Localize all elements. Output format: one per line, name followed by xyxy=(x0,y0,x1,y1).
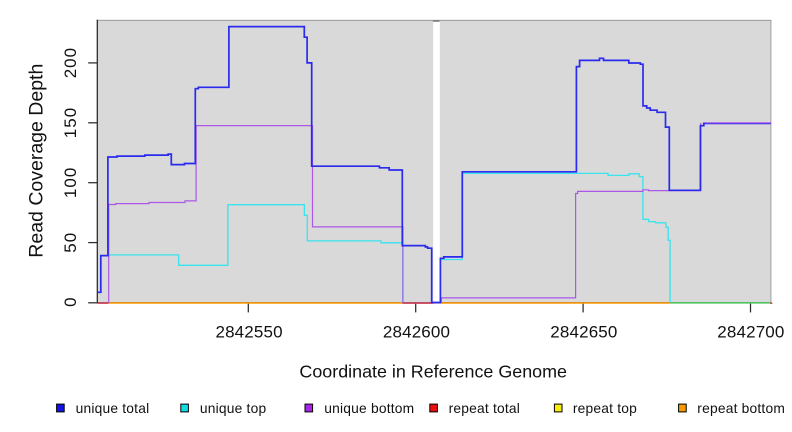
svg-text:unique top: unique top xyxy=(200,401,267,416)
svg-text:unique total: unique total xyxy=(76,401,150,416)
svg-text:2842600: 2842600 xyxy=(383,323,450,342)
svg-text:repeat bottom: repeat bottom xyxy=(697,401,785,416)
svg-text:unique bottom: unique bottom xyxy=(324,401,414,416)
svg-text:Coordinate in Reference Genome: Coordinate in Reference Genome xyxy=(299,362,567,382)
svg-text:50: 50 xyxy=(61,232,80,253)
svg-text:0: 0 xyxy=(61,296,80,306)
svg-text:200: 200 xyxy=(61,47,80,78)
svg-text:2842700: 2842700 xyxy=(717,323,784,342)
svg-text:2842550: 2842550 xyxy=(215,323,282,342)
svg-text:2842650: 2842650 xyxy=(550,323,617,342)
svg-text:150: 150 xyxy=(61,107,80,138)
svg-text:repeat top: repeat top xyxy=(573,401,637,416)
svg-text:Read Coverage Depth: Read Coverage Depth xyxy=(26,64,48,258)
svg-text:repeat total: repeat total xyxy=(449,401,520,416)
svg-text:100: 100 xyxy=(61,167,80,198)
